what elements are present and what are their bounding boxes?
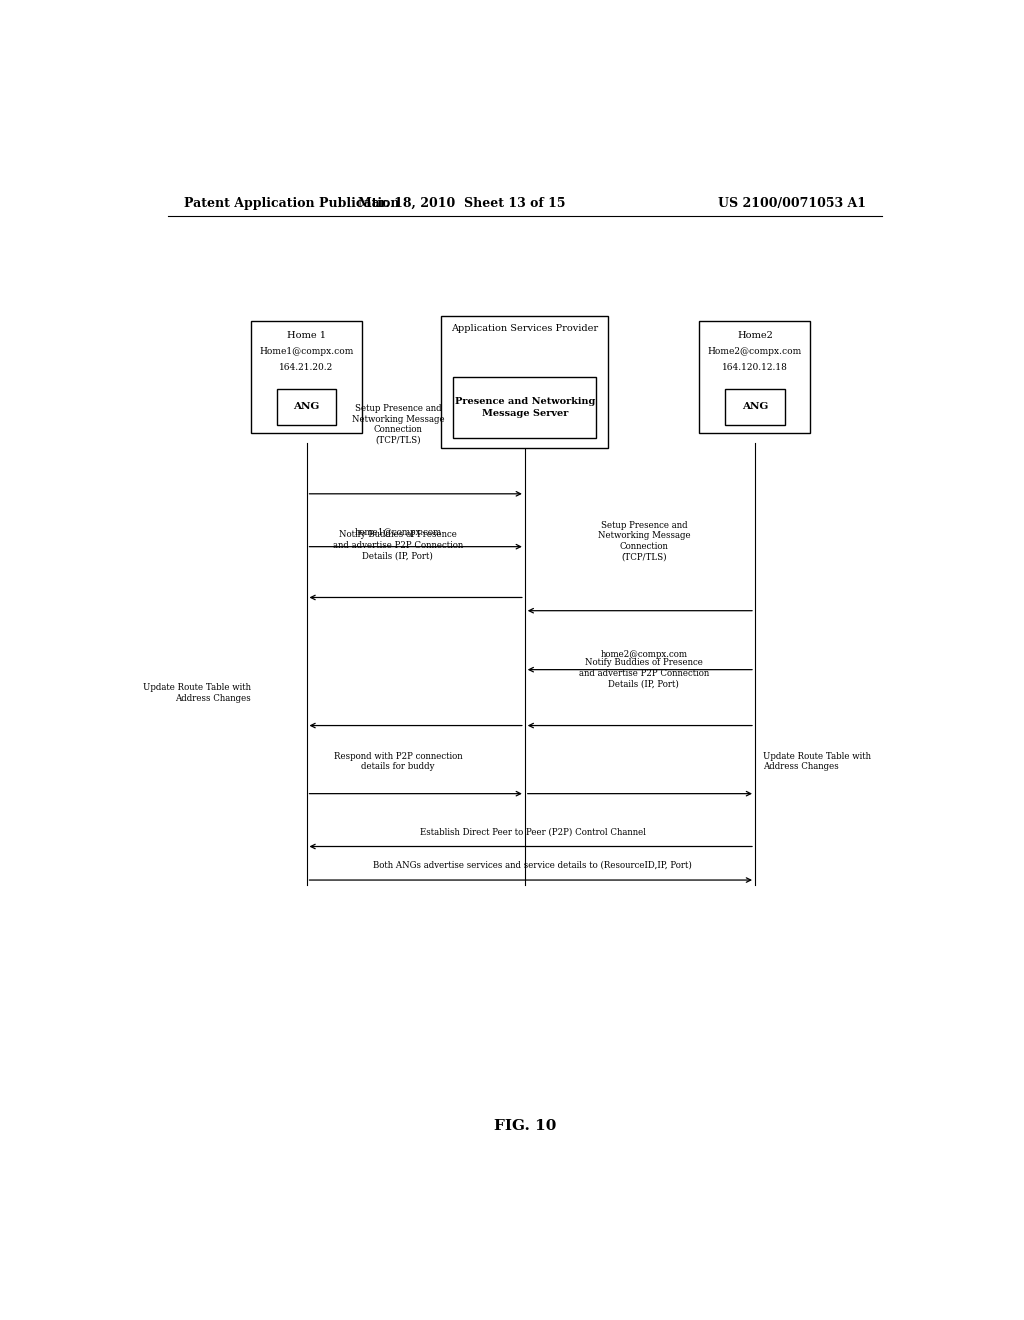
Text: Update Route Table with
Address Changes: Update Route Table with Address Changes: [143, 684, 251, 704]
Text: Home2: Home2: [737, 331, 773, 341]
Text: Presence and Networking
Message Server: Presence and Networking Message Server: [455, 397, 595, 417]
Text: US 2100/0071053 A1: US 2100/0071053 A1: [718, 197, 866, 210]
Text: home2@compx.com: home2@compx.com: [600, 651, 687, 660]
Bar: [276, 389, 336, 425]
Text: Home 1: Home 1: [287, 331, 326, 341]
Text: Home2@compx.com: Home2@compx.com: [708, 347, 802, 356]
Text: home1@compx.com: home1@compx.com: [354, 528, 441, 536]
Text: Both ANGs advertise services and service details to (ResourceID,IP, Port): Both ANGs advertise services and service…: [374, 861, 692, 870]
Bar: [699, 321, 811, 433]
Text: Setup Presence and
Networking Message
Connection
(TCP/TLS): Setup Presence and Networking Message Co…: [598, 520, 690, 562]
Text: Notify Buddies of Presence
and advertise P2P Connection
Details (IP, Port): Notify Buddies of Presence and advertise…: [333, 531, 463, 561]
Text: FIG. 10: FIG. 10: [494, 1119, 556, 1133]
Bar: [251, 321, 362, 433]
Text: Setup Presence and
Networking Message
Connection
(TCP/TLS): Setup Presence and Networking Message Co…: [351, 404, 444, 445]
Text: ANG: ANG: [293, 403, 319, 412]
Text: Application Services Provider: Application Services Provider: [452, 325, 598, 333]
Text: Patent Application Publication: Patent Application Publication: [183, 197, 399, 210]
Text: 164.120.12.18: 164.120.12.18: [722, 363, 787, 372]
Text: ANG: ANG: [741, 403, 768, 412]
Text: Mar. 18, 2010  Sheet 13 of 15: Mar. 18, 2010 Sheet 13 of 15: [357, 197, 565, 210]
Text: Notify Buddies of Presence
and advertise P2P Connection
Details (IP, Port): Notify Buddies of Presence and advertise…: [579, 659, 709, 689]
Bar: [454, 378, 596, 438]
Text: 164.21.20.2: 164.21.20.2: [280, 363, 334, 372]
Text: Home1@compx.com: Home1@compx.com: [259, 347, 353, 356]
Text: Respond with P2P connection
details for buddy: Respond with P2P connection details for …: [334, 751, 462, 771]
Bar: [441, 315, 608, 447]
Text: Update Route Table with
Address Changes: Update Route Table with Address Changes: [763, 751, 870, 771]
Bar: [725, 389, 784, 425]
Text: Establish Direct Peer to Peer (P2P) Control Channel: Establish Direct Peer to Peer (P2P) Cont…: [420, 828, 646, 837]
